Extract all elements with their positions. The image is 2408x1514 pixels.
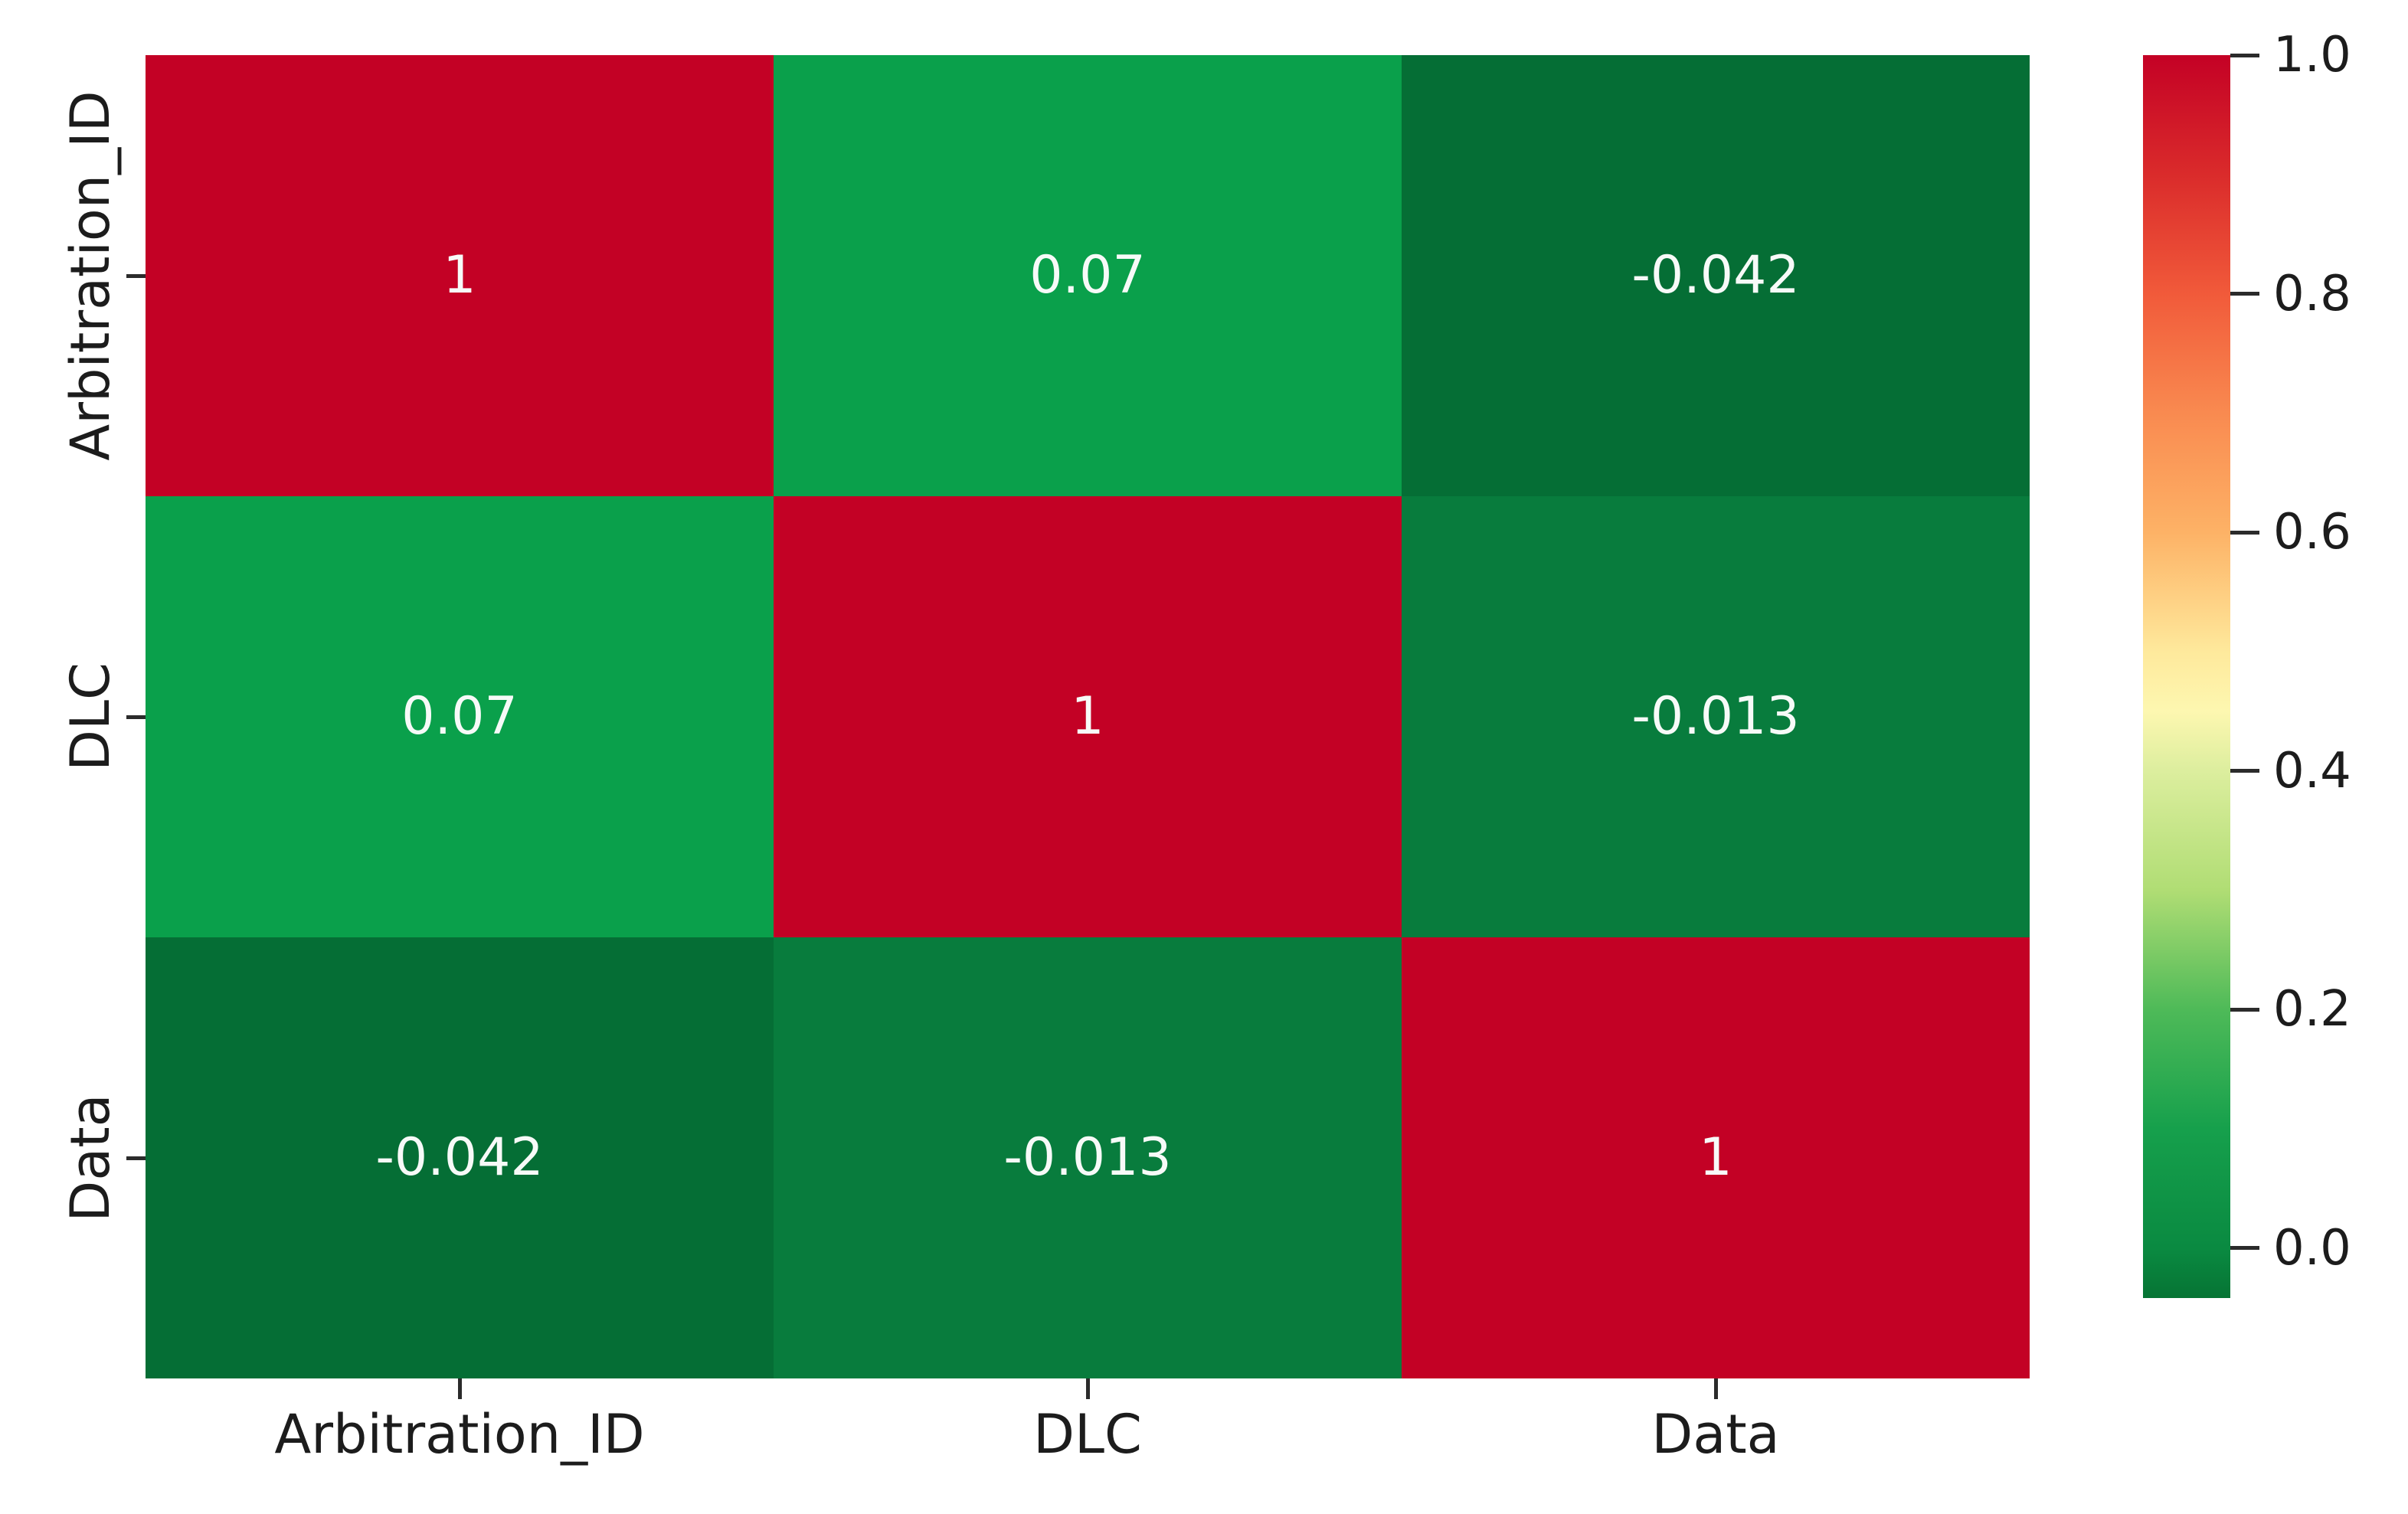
cell-value: -0.013 — [1003, 1127, 1172, 1188]
y-tick-mark — [126, 1156, 146, 1160]
colorbar-tick-label: 0.8 — [2273, 265, 2351, 322]
y-tick-mark — [126, 273, 146, 278]
colorbar-tick-label: 0.4 — [2273, 742, 2351, 800]
x-tick-mark — [1713, 1378, 1718, 1399]
colorbar-tick-label: 0.6 — [2273, 504, 2351, 561]
heatmap-cell-r0c1: 0.07 — [774, 55, 1402, 496]
heatmap-cell-r0c2: -0.042 — [1402, 55, 2030, 496]
heatmap-cell-r0c0: 1 — [146, 55, 774, 496]
x-tick-label-dlc: DLC — [1033, 1403, 1142, 1466]
y-tick-label-arbitration_id: Arbitration_ID — [59, 90, 122, 461]
cell-value: -0.042 — [1631, 245, 1800, 306]
heatmap-cell-r2c2: 1 — [1402, 937, 2030, 1378]
y-tick-label-dlc: DLC — [59, 662, 122, 771]
colorbar-tick-mark — [2230, 292, 2259, 296]
colorbar-tick-mark — [2230, 53, 2259, 57]
colorbar-tick-label: 0.2 — [2273, 981, 2351, 1038]
cell-value: 0.07 — [401, 686, 518, 747]
x-tick-mark — [457, 1378, 462, 1399]
colorbar-tick-mark — [2230, 1246, 2259, 1251]
heatmap-plot-area: 1 0.07 -0.042 0.07 1 -0.013 -0.042 -0.013 1 — [146, 55, 2030, 1378]
heatmap-cell-r1c2: -0.013 — [1402, 496, 2030, 937]
colorbar-tick-mark — [2230, 769, 2259, 773]
heatmap-cell-r2c0: -0.042 — [146, 937, 774, 1378]
x-tick-label-data: Data — [1651, 1403, 1780, 1466]
cell-value: 0.07 — [1029, 245, 1146, 306]
cell-value: 1 — [443, 245, 476, 306]
y-tick-label-data: Data — [59, 1094, 122, 1222]
cell-value: 1 — [1699, 1127, 1732, 1188]
colorbar — [2143, 55, 2230, 1298]
colorbar-tick-mark — [2230, 530, 2259, 535]
cell-value: -0.042 — [375, 1127, 544, 1188]
x-tick-label-arbitration_id: Arbitration_ID — [274, 1403, 645, 1466]
x-tick-mark — [1085, 1378, 1090, 1399]
colorbar-tick-mark — [2230, 1007, 2259, 1012]
cell-value: 1 — [1071, 686, 1104, 747]
heatmap-cell-r2c1: -0.013 — [774, 937, 1402, 1378]
heatmap-cell-r1c1: 1 — [774, 496, 1402, 937]
cell-value: -0.013 — [1631, 686, 1800, 747]
colorbar-tick-label: 1.0 — [2273, 27, 2351, 83]
heatmap-cell-r1c0: 0.07 — [146, 496, 774, 937]
y-tick-mark — [126, 714, 146, 719]
colorbar-tick-label: 0.0 — [2273, 1219, 2351, 1277]
